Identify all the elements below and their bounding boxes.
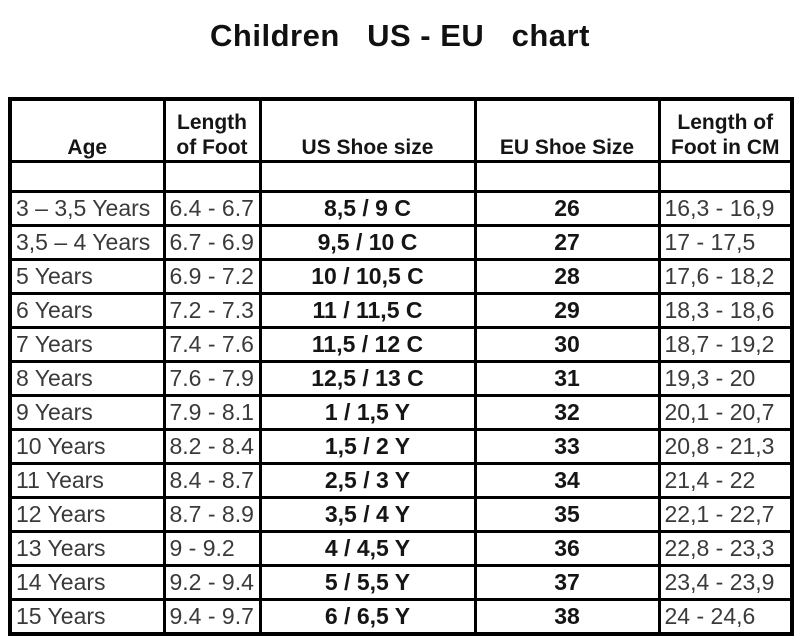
cell-age: 3 – 3,5 Years [8,190,166,227]
table-row: 10 Years 8.2 - 8.4 1,5 / 2 Y 33 20,8 - 2… [8,428,794,465]
spacer-cell [8,160,166,193]
cell-foot-cm: 17 - 17,5 [657,224,794,261]
table-row: 3,5 – 4 Years 6.7 - 6.9 9,5 / 10 C 27 17… [8,224,794,261]
cell-eu-size: 36 [473,530,661,567]
cell-foot-length: 8.2 - 8.4 [162,428,262,465]
cell-foot-cm: 23,4 - 23,9 [657,564,794,601]
cell-age: 15 Years [8,598,166,636]
cell-eu-size: 32 [473,394,661,431]
spacer-cell [657,160,794,193]
cell-us-size: 4 / 4,5 Y [258,530,477,567]
cell-foot-cm: 21,4 - 22 [657,462,794,499]
cell-foot-length: 7.9 - 8.1 [162,394,262,431]
cell-us-size: 12,5 / 13 C [258,360,477,397]
cell-age: 10 Years [8,428,166,465]
cell-foot-length: 9.2 - 9.4 [162,564,262,601]
cell-us-size: 9,5 / 10 C [258,224,477,261]
cell-eu-size: 33 [473,428,661,465]
cell-foot-length: 6.4 - 6.7 [162,190,262,227]
table-row: 14 Years 9.2 - 9.4 5 / 5,5 Y 37 23,4 - 2… [8,564,794,601]
cell-us-size: 3,5 / 4 Y [258,496,477,533]
cell-eu-size: 28 [473,258,661,295]
cell-eu-size: 31 [473,360,661,397]
cell-us-size: 11,5 / 12 C [258,326,477,363]
header-cell-eu-size: EU Shoe Size [473,97,661,163]
cell-age: 12 Years [8,496,166,533]
table-header-row: Age Length of Foot US Shoe size EU Shoe … [8,97,794,163]
cell-us-size: 11 / 11,5 C [258,292,477,329]
table-row: 5 Years 6.9 - 7.2 10 / 10,5 C 28 17,6 - … [8,258,794,295]
cell-foot-cm: 19,3 - 20 [657,360,794,397]
cell-foot-length: 8.7 - 8.9 [162,496,262,533]
cell-eu-size: 29 [473,292,661,329]
cell-us-size: 2,5 / 3 Y [258,462,477,499]
header-cell-age: Age [8,97,166,163]
table-row: 6 Years 7.2 - 7.3 11 / 11,5 C 29 18,3 - … [8,292,794,329]
table-header: Age Length of Foot US Shoe size EU Shoe … [8,97,794,193]
cell-us-size: 6 / 6,5 Y [258,598,477,636]
cell-foot-cm: 16,3 - 16,9 [657,190,794,227]
cell-foot-cm: 24 - 24,6 [657,598,794,636]
cell-eu-size: 37 [473,564,661,601]
cell-foot-length: 7.4 - 7.6 [162,326,262,363]
cell-foot-length: 7.6 - 7.9 [162,360,262,397]
cell-foot-length: 9 - 9.2 [162,530,262,567]
cell-eu-size: 35 [473,496,661,533]
table-row: 13 Years 9 - 9.2 4 / 4,5 Y 36 22,8 - 23,… [8,530,794,567]
header-cell-foot-length: Length of Foot [162,97,262,163]
table-row: 11 Years 8.4 - 8.7 2,5 / 3 Y 34 21,4 - 2… [8,462,794,499]
cell-eu-size: 30 [473,326,661,363]
header-cell-us-size: US Shoe size [258,97,477,163]
table-row: 8 Years 7.6 - 7.9 12,5 / 13 C 31 19,3 - … [8,360,794,397]
cell-age: 8 Years [8,360,166,397]
cell-age: 14 Years [8,564,166,601]
cell-foot-length: 6.9 - 7.2 [162,258,262,295]
cell-us-size: 5 / 5,5 Y [258,564,477,601]
cell-foot-length: 7.2 - 7.3 [162,292,262,329]
spacer-row [8,160,794,193]
cell-foot-length: 9.4 - 9.7 [162,598,262,636]
cell-age: 11 Years [8,462,166,499]
table-row: 9 Years 7.9 - 8.1 1 / 1,5 Y 32 20,1 - 20… [8,394,794,431]
cell-age: 6 Years [8,292,166,329]
spacer-cell [162,160,262,193]
cell-foot-cm: 17,6 - 18,2 [657,258,794,295]
cell-us-size: 1,5 / 2 Y [258,428,477,465]
cell-foot-cm: 20,8 - 21,3 [657,428,794,465]
cell-us-size: 10 / 10,5 C [258,258,477,295]
cell-eu-size: 38 [473,598,661,636]
table-row: 15 Years 9.4 - 9.7 6 / 6,5 Y 38 24 - 24,… [8,598,794,636]
cell-us-size: 1 / 1,5 Y [258,394,477,431]
cell-foot-length: 6.7 - 6.9 [162,224,262,261]
spacer-cell [258,160,477,193]
cell-eu-size: 27 [473,224,661,261]
table-row: 3 – 3,5 Years 6.4 - 6.7 8,5 / 9 C 26 16,… [8,190,794,227]
cell-foot-length: 8.4 - 8.7 [162,462,262,499]
header-cell-foot-cm: Length of Foot in CM [657,97,794,163]
cell-eu-size: 34 [473,462,661,499]
table-row: 7 Years 7.4 - 7.6 11,5 / 12 C 30 18,7 - … [8,326,794,363]
cell-foot-cm: 22,8 - 23,3 [657,530,794,567]
cell-foot-cm: 22,1 - 22,7 [657,496,794,533]
table-row: 12 Years 8.7 - 8.9 3,5 / 4 Y 35 22,1 - 2… [8,496,794,533]
cell-age: 7 Years [8,326,166,363]
cell-eu-size: 26 [473,190,661,227]
cell-foot-cm: 18,7 - 19,2 [657,326,794,363]
size-chart-table: Age Length of Foot US Shoe size EU Shoe … [8,97,794,636]
spacer-cell [473,160,661,193]
cell-age: 3,5 – 4 Years [8,224,166,261]
page-title: Children US - EU chart [210,18,590,53]
cell-foot-cm: 20,1 - 20,7 [657,394,794,431]
cell-age: 9 Years [8,394,166,431]
cell-foot-cm: 18,3 - 18,6 [657,292,794,329]
cell-age: 5 Years [8,258,166,295]
table-body: 3 – 3,5 Years 6.4 - 6.7 8,5 / 9 C 26 16,… [8,190,794,636]
cell-age: 13 Years [8,530,166,567]
cell-us-size: 8,5 / 9 C [258,190,477,227]
